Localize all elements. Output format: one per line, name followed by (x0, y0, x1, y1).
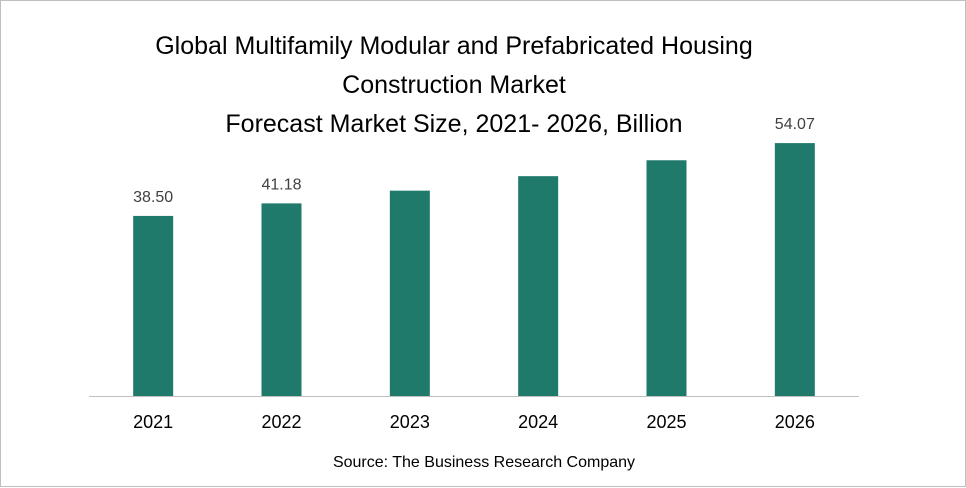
x-tick-label-2022: 2022 (261, 412, 301, 432)
bar-2023 (389, 190, 430, 396)
data-label-2022: 41.18 (261, 176, 301, 193)
chart-title-line-1: Global Multifamily Modular and Prefabric… (155, 32, 753, 60)
data-label-2026: 54.07 (775, 116, 815, 133)
bar-2026 (774, 143, 815, 396)
chart-title-line-3: Forecast Market Size, 2021- 2026, Billio… (225, 110, 683, 138)
bar-2025 (646, 160, 687, 396)
bar-2024 (518, 176, 559, 396)
x-tick-label-2026: 2026 (775, 412, 815, 432)
source-note: Source: The Business Research Company (332, 454, 636, 471)
chart-title: Global Multifamily Modular and Prefabric… (1, 27, 907, 144)
x-tick-label-2023: 2023 (390, 412, 430, 432)
bar-2021 (133, 215, 174, 396)
data-label-2021: 38.50 (133, 189, 173, 206)
bar-2022 (261, 203, 302, 396)
chart-title-line-2: Construction Market (342, 71, 566, 99)
x-tick-label-2024: 2024 (518, 412, 558, 432)
x-tick-label-2025: 2025 (646, 412, 686, 432)
x-tick-label-2021: 2021 (133, 412, 173, 432)
